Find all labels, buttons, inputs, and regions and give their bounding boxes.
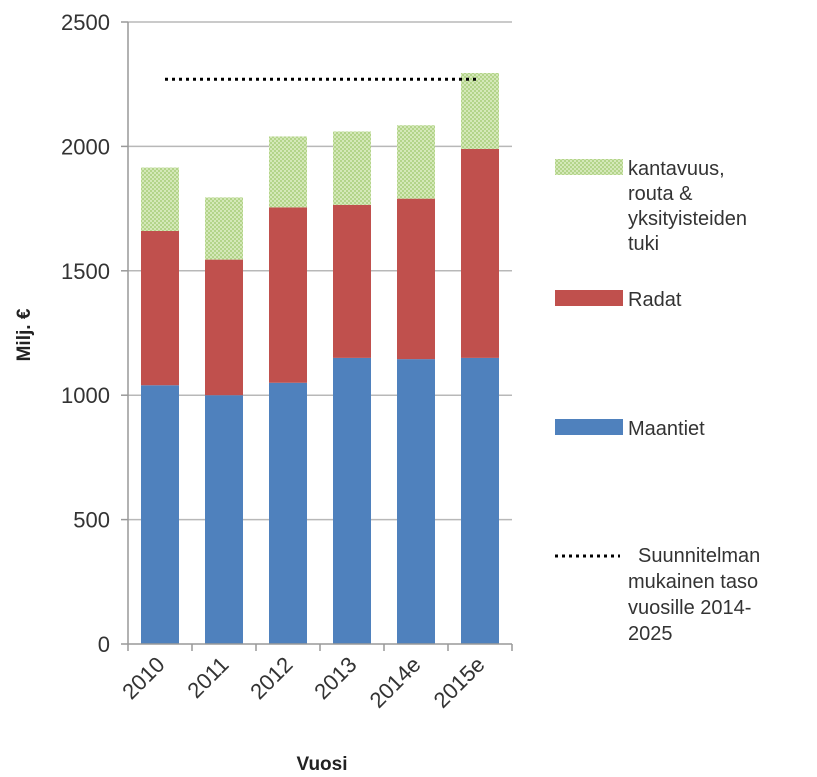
- bar-segment-kantavuus: [205, 197, 243, 260]
- y-tick-label: 500: [73, 508, 110, 533]
- y-tick-label: 2500: [61, 10, 110, 35]
- x-tick-label: 2014e: [365, 652, 426, 713]
- y-tick-label: 0: [98, 632, 110, 657]
- legend-label-line: Maantiet: [628, 418, 705, 440]
- x-tick-label: 2015e: [429, 652, 490, 713]
- legend-swatch-radat: [555, 290, 623, 306]
- x-tick-label: 2010: [117, 652, 169, 704]
- bars: [141, 73, 499, 644]
- legend-label-radat: Radat: [628, 289, 682, 311]
- x-tick-label: 2012: [245, 652, 297, 704]
- legend-label-line: kantavuus,: [628, 158, 725, 180]
- y-tick-label: 1000: [61, 383, 110, 408]
- bar-segment-radat: [141, 230, 179, 386]
- legend-label-maantiet: Maantiet: [628, 418, 705, 440]
- bar-segment-radat: [205, 259, 243, 396]
- legend-label-reference-line: Suunnitelman mukainen taso vuosille 2014- 2…: [628, 545, 760, 645]
- legend-label-line: routa &: [628, 183, 693, 205]
- gridlines: [128, 21, 512, 521]
- bar-segment-kantavuus: [461, 73, 499, 149]
- legend-label-line: tuki: [628, 233, 659, 255]
- x-tick-label: 2013: [309, 652, 361, 704]
- y-tick-label: 1500: [61, 259, 110, 284]
- x-tick-label: 2011: [182, 652, 233, 703]
- legend-label-line: vuosille 2014-: [628, 597, 751, 619]
- bar-segment-kantavuus: [397, 125, 435, 199]
- legend-swatch-kantavuus: [555, 159, 623, 175]
- bar-segment-maantiet: [333, 357, 371, 644]
- bar-segment-maantiet: [141, 385, 179, 644]
- bar-segment-radat: [397, 198, 435, 360]
- x-axis-title: Vuosi: [296, 754, 347, 775]
- bar-segment-maantiet: [461, 357, 499, 644]
- legend-label-line: yksityisteiden: [628, 208, 747, 230]
- bar-segment-kantavuus: [141, 167, 179, 231]
- legend-label-line: Radat: [628, 289, 682, 311]
- legend: kantavuus, routa & yksityisteiden tuki Radat…: [555, 158, 760, 645]
- bar-segment-maantiet: [397, 359, 435, 644]
- legend-label-line: 2025: [628, 623, 673, 645]
- bar-segment-kantavuus: [269, 136, 307, 208]
- legend-label-line: mukainen taso: [628, 571, 758, 593]
- legend-label-line: Suunnitelman: [638, 545, 760, 567]
- bar-segment-maantiet: [269, 382, 307, 644]
- bar-segment-radat: [333, 204, 371, 358]
- legend-label-kantavuus: kantavuus, routa & yksityisteiden tuki: [628, 158, 747, 255]
- legend-swatch-maantiet: [555, 419, 623, 435]
- bar-segment-radat: [269, 207, 307, 383]
- bar-segment-maantiet: [205, 395, 243, 644]
- y-axis-title: Milj. €: [14, 308, 35, 361]
- bar-segment-kantavuus: [333, 131, 371, 205]
- bar-segment-radat: [461, 148, 499, 358]
- y-tick-label: 2000: [61, 134, 110, 159]
